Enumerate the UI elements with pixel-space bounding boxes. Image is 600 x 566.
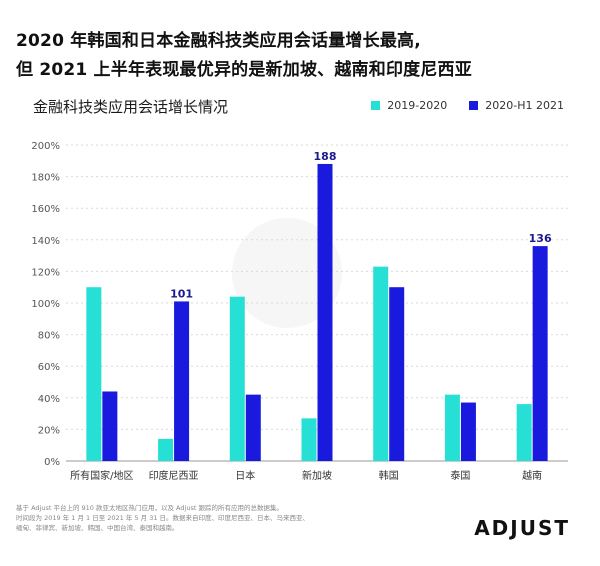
x-tick-label: 印度尼西亚 bbox=[149, 469, 199, 482]
y-tick-label: 60% bbox=[38, 362, 60, 373]
bar-series-2 bbox=[245, 394, 261, 461]
x-tick-label: 新加坡 bbox=[302, 469, 332, 482]
bar-series-2 bbox=[174, 301, 190, 461]
bar-series-2 bbox=[460, 402, 476, 461]
y-tick-label: 140% bbox=[31, 236, 60, 247]
y-tick-label: 200% bbox=[31, 141, 60, 152]
data-label: 188 bbox=[314, 150, 337, 163]
chart-legend: 2019-2020 2020-H1 2021 bbox=[371, 99, 564, 112]
y-tick-label: 80% bbox=[38, 331, 60, 342]
y-tick-label: 160% bbox=[31, 204, 60, 215]
footnote: 基于 Adjust 平台上的 910 款亚太地区热门应用，以及 Adjust 跟… bbox=[16, 503, 376, 533]
bar-series-1 bbox=[516, 404, 532, 461]
bar-series-2 bbox=[389, 287, 405, 461]
headline-line-2: 但 2021 上半年表现最优异的是新加坡、越南和印度尼西亚 bbox=[16, 60, 472, 80]
bar-series-1 bbox=[444, 394, 460, 461]
data-label: 101 bbox=[170, 287, 193, 300]
legend-item-series-2: 2020-H1 2021 bbox=[469, 99, 564, 112]
legend-swatch-series-1 bbox=[371, 101, 381, 110]
legend-label-series-2: 2020-H1 2021 bbox=[485, 99, 564, 112]
headline: 2020 年韩国和日本金融科技类应用会话量增长最高, 但 2021 上半年表现最… bbox=[16, 27, 586, 85]
bar-series-1 bbox=[373, 266, 389, 461]
legend-item-series-1: 2019-2020 bbox=[371, 99, 447, 112]
y-tick-label: 0% bbox=[44, 457, 60, 468]
bar-series-1 bbox=[158, 438, 174, 461]
chart-title: 金融科技类应用会话增长情况 bbox=[33, 98, 229, 116]
footnote-line-2: 时间段为 2019 年 1 月 1 日至 2021 年 5 月 31 日。数据来… bbox=[16, 514, 310, 522]
bar-series-1 bbox=[229, 296, 245, 461]
legend-label-series-1: 2019-2020 bbox=[387, 99, 448, 112]
x-tick-label: 越南 bbox=[522, 469, 542, 482]
bar-series-2 bbox=[102, 391, 118, 461]
y-tick-label: 180% bbox=[31, 173, 60, 184]
headline-line-1: 2020 年韩国和日本金融科技类应用会话量增长最高, bbox=[16, 31, 421, 51]
adjust-logo: ADJUST bbox=[474, 516, 570, 540]
data-label: 136 bbox=[529, 232, 552, 245]
y-tick-label: 100% bbox=[31, 299, 60, 310]
x-tick-label: 韩国 bbox=[379, 469, 399, 482]
bar-series-2 bbox=[317, 163, 333, 461]
x-tick-label: 泰国 bbox=[450, 469, 470, 482]
x-tick-label: 日本 bbox=[235, 469, 255, 482]
bar-series-1 bbox=[86, 287, 102, 461]
x-tick-label: 所有国家/地区 bbox=[70, 469, 133, 482]
y-tick-label: 40% bbox=[38, 394, 60, 405]
legend-swatch-series-2 bbox=[469, 101, 479, 110]
bar-series-1 bbox=[301, 418, 317, 461]
footnote-line-3: 缅甸、菲律宾、新加坡、韩国、中国台湾、泰国和越南。 bbox=[16, 524, 179, 532]
bar-series-2 bbox=[532, 246, 548, 461]
footnote-line-1: 基于 Adjust 平台上的 910 款亚太地区热门应用，以及 Adjust 跟… bbox=[16, 504, 283, 512]
y-tick-label: 20% bbox=[38, 425, 60, 436]
y-tick-label: 120% bbox=[31, 267, 60, 278]
